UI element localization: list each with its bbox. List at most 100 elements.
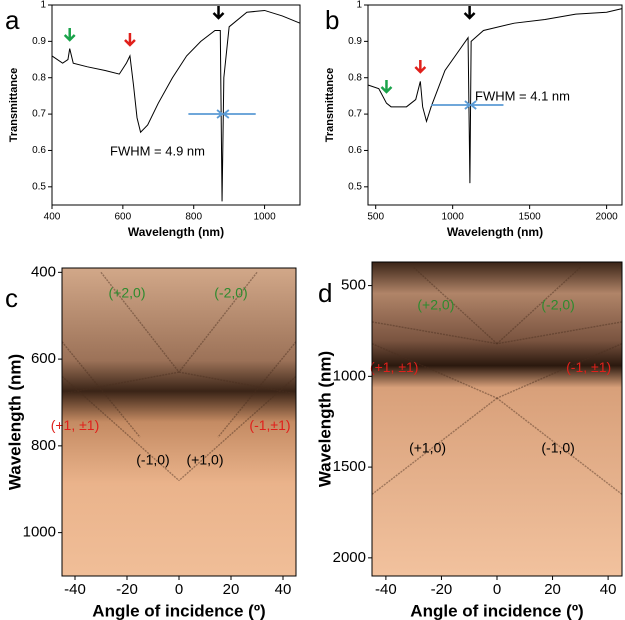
mode-label: (-2,0) bbox=[214, 285, 247, 301]
x-tick-label: 2000 bbox=[595, 212, 618, 223]
y-tick-label: 0.5 bbox=[32, 181, 46, 192]
x-axis-label: Angle of incidence (º) bbox=[92, 601, 265, 620]
x-tick-label: -40 bbox=[375, 581, 397, 598]
y-tick-label: 400 bbox=[31, 263, 56, 280]
x-tick-label: 400 bbox=[44, 212, 61, 223]
arrow bbox=[212, 6, 225, 20]
y-axis-label: Transmittance bbox=[8, 68, 20, 143]
mode-label: (-1,±1) bbox=[249, 417, 290, 433]
fwhm-annotation: FWHM = 4.1 nm bbox=[475, 88, 570, 103]
fwhm-arrow bbox=[431, 100, 472, 110]
panel: a 400 600 800 1000 0.5 0.6 0.7 0.8 0.9 1 Wavelength… bbox=[5, 0, 301, 239]
mode-label: (-2,0) bbox=[541, 296, 574, 312]
mode-label: (-1,0) bbox=[541, 440, 574, 456]
x-tick-label: 0 bbox=[175, 581, 183, 598]
y-axis-label: Wavelength (nm) bbox=[5, 354, 24, 490]
mode-label: (+2,0) bbox=[109, 285, 146, 301]
mode-label: (+1,0) bbox=[187, 452, 224, 468]
diffraction-line bbox=[371, 343, 498, 399]
arrow bbox=[380, 80, 393, 94]
fwhm-arrow bbox=[222, 109, 256, 119]
x-tick-label: 800 bbox=[185, 212, 202, 223]
x-tick-label: 1500 bbox=[519, 212, 542, 223]
mode-label: (+2,0) bbox=[417, 296, 454, 312]
arrow bbox=[414, 60, 427, 74]
x-axis-label: Wavelength (nm) bbox=[447, 225, 543, 239]
y-tick-label: 0.7 bbox=[348, 109, 362, 120]
fwhm-arrow bbox=[188, 109, 224, 119]
diffraction-line bbox=[178, 371, 297, 395]
y-tick-label: 1000 bbox=[23, 524, 56, 541]
intensity-map bbox=[62, 268, 296, 576]
x-tick-label: -40 bbox=[64, 581, 86, 598]
fwhm-arrow bbox=[469, 100, 504, 110]
x-tick-label: -20 bbox=[116, 581, 138, 598]
y-tick-label: 600 bbox=[31, 350, 56, 367]
y-tick-label: 1500 bbox=[333, 458, 366, 475]
mode-label: (-1,0) bbox=[136, 452, 169, 468]
mode-label: (+1, ±1) bbox=[370, 359, 419, 375]
diffraction-line bbox=[371, 321, 498, 345]
arrow bbox=[63, 28, 76, 42]
panel: c (+2,0) (-2,0) (+1, ±1) (-1,±1) (-1,0) (+1,0)… bbox=[5, 263, 297, 620]
diffraction-line bbox=[371, 397, 498, 495]
arrow bbox=[463, 6, 476, 20]
panel-label: a bbox=[5, 5, 20, 35]
mode-label: (+1, ±1) bbox=[51, 417, 100, 433]
y-tick-label: 1000 bbox=[333, 367, 366, 384]
y-tick-label: 800 bbox=[31, 437, 56, 454]
diffraction-line bbox=[178, 375, 297, 482]
x-axis-label: Wavelength (nm) bbox=[128, 225, 224, 239]
y-axis-label: Transmittance bbox=[324, 68, 336, 143]
x-tick-label: 1000 bbox=[442, 212, 465, 223]
spectrum-line bbox=[51, 9, 301, 202]
diffraction-line bbox=[496, 397, 623, 495]
x-tick-label: 1000 bbox=[253, 212, 276, 223]
x-tick-label: 500 bbox=[367, 212, 384, 223]
panel: d (+2,0) (-2,0) (+1, ±1) (-1, ±1) (+1,0) (-1,0… bbox=[315, 261, 623, 620]
y-axis-label: Wavelength (nm) bbox=[315, 351, 334, 487]
y-tick-label: 0.8 bbox=[348, 72, 362, 83]
x-tick-label: 600 bbox=[115, 212, 132, 223]
x-axis-label: Angle of incidence (º) bbox=[410, 601, 583, 620]
plot-frame bbox=[51, 4, 301, 206]
arrow bbox=[124, 33, 136, 47]
spectrum-line bbox=[367, 8, 623, 184]
diffraction-line bbox=[61, 341, 141, 438]
x-tick-label: 0 bbox=[493, 581, 501, 598]
panel-label: c bbox=[5, 283, 18, 313]
plot-frame bbox=[367, 4, 623, 206]
x-tick-label: 40 bbox=[275, 581, 292, 598]
y-tick-label: 0.7 bbox=[32, 109, 46, 120]
mode-label: (+1,0) bbox=[409, 440, 446, 456]
mode-label: (-1, ±1) bbox=[566, 359, 611, 375]
diffraction-line bbox=[496, 343, 623, 399]
diffraction-line bbox=[100, 271, 180, 373]
panel-label: b bbox=[325, 5, 339, 35]
diffraction-line bbox=[496, 321, 623, 345]
y-tick-label: 0.9 bbox=[32, 36, 46, 47]
diffraction-line bbox=[61, 371, 180, 395]
x-tick-label: 20 bbox=[223, 581, 240, 598]
y-tick-label: 0.9 bbox=[348, 36, 362, 47]
panel-label: d bbox=[318, 278, 332, 308]
y-tick-label: 1 bbox=[40, 0, 46, 11]
intensity-map bbox=[372, 262, 622, 576]
y-tick-label: 2000 bbox=[333, 549, 366, 566]
diffraction-line bbox=[413, 266, 498, 345]
diffraction-line bbox=[178, 271, 258, 373]
y-tick-label: 500 bbox=[341, 277, 366, 294]
y-tick-label: 1 bbox=[356, 0, 362, 11]
y-tick-label: 0.6 bbox=[32, 145, 46, 156]
panel: b 500 1000 1500 2000 0.5 0.6 0.7 0.8 0.9 1 Waveleng… bbox=[324, 0, 623, 239]
fwhm-annotation: FWHM = 4.9 nm bbox=[110, 143, 205, 158]
y-tick-label: 0.8 bbox=[32, 72, 46, 83]
y-tick-label: 0.5 bbox=[348, 181, 362, 192]
diffraction-line bbox=[217, 341, 297, 438]
diffraction-line bbox=[496, 266, 581, 345]
x-tick-label: 40 bbox=[600, 581, 617, 598]
y-tick-label: 0.6 bbox=[348, 145, 362, 156]
diffraction-line bbox=[61, 375, 180, 482]
x-tick-label: 20 bbox=[544, 581, 561, 598]
